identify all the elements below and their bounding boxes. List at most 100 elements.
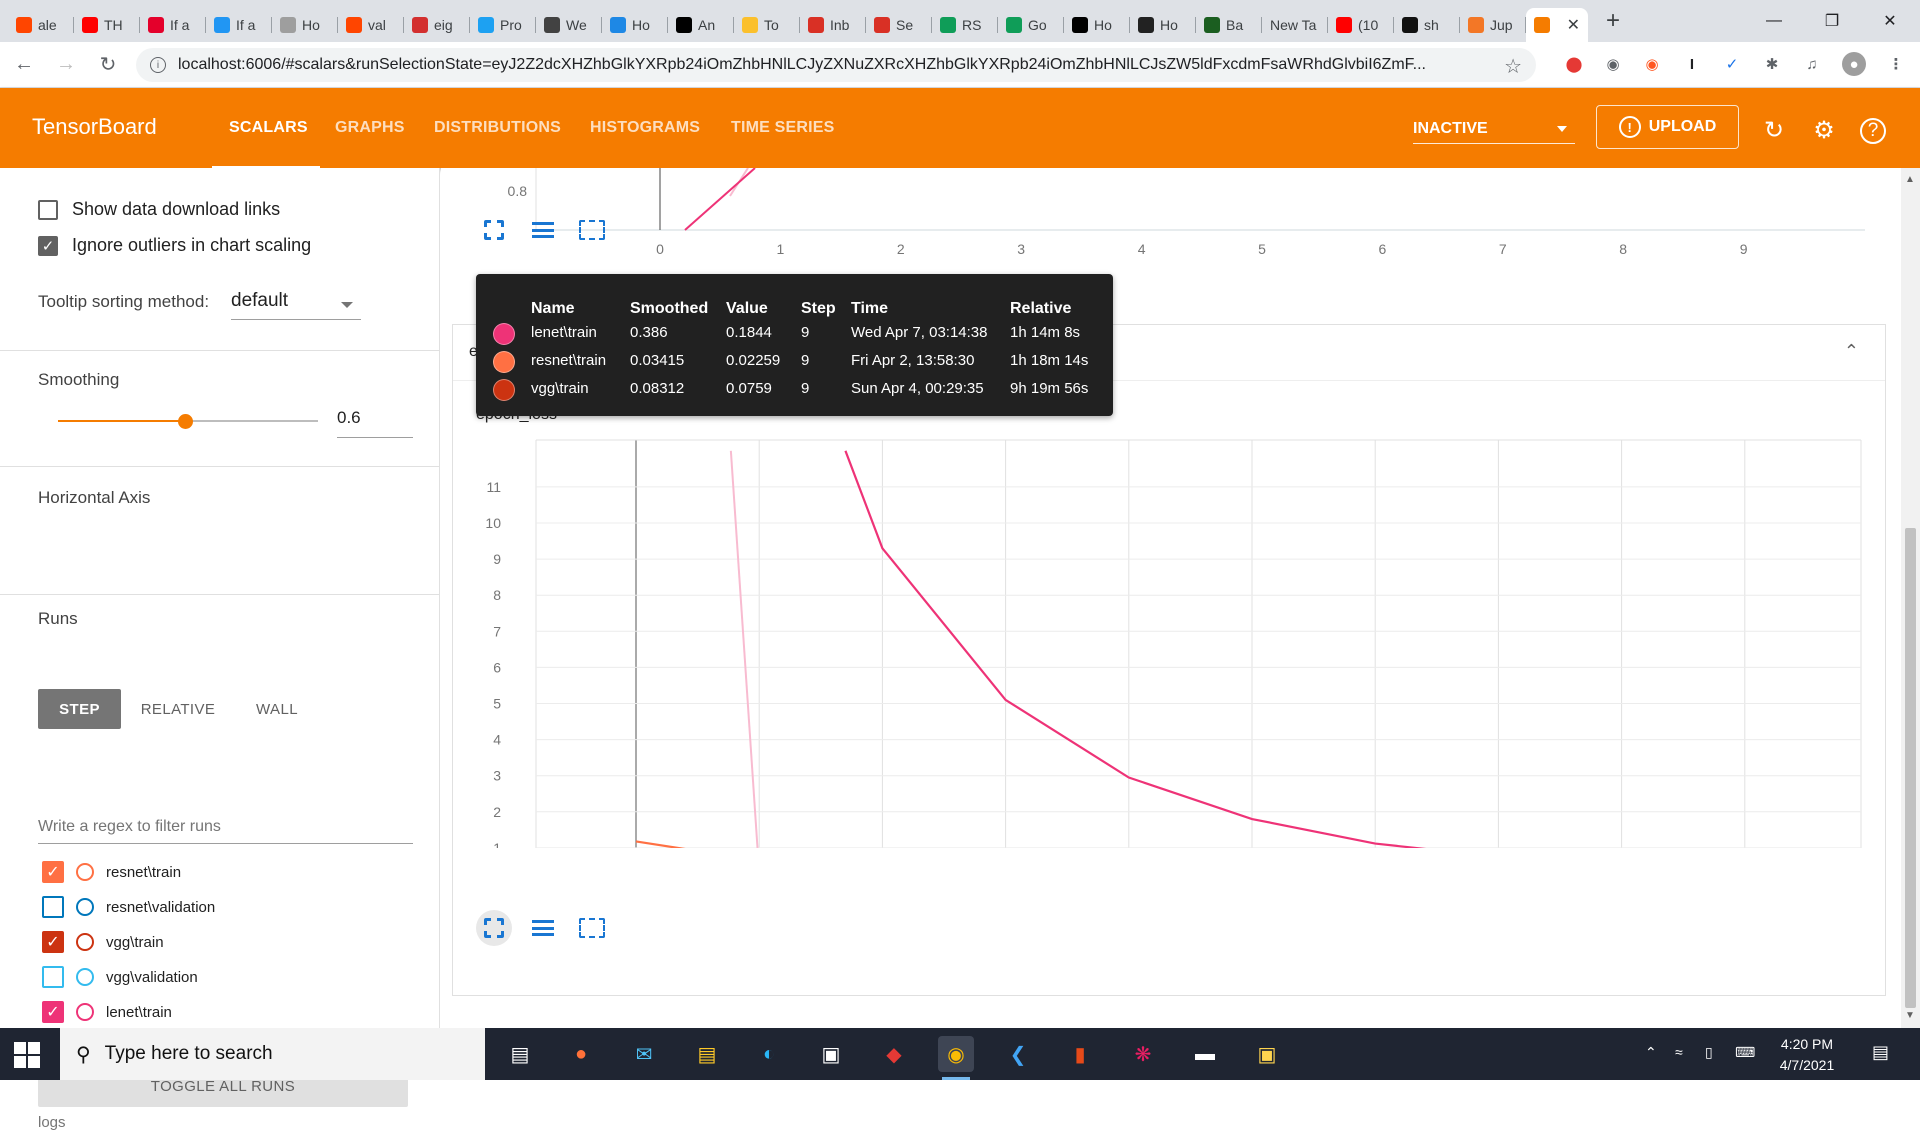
mail-icon[interactable]: ✉: [626, 1036, 662, 1072]
browser-tab[interactable]: To: [734, 8, 800, 42]
reddit-extension-icon[interactable]: ◉: [1640, 52, 1664, 76]
tooltip-sorting-select[interactable]: default: [231, 290, 361, 320]
checker-extension-icon[interactable]: ✓: [1720, 52, 1744, 76]
browser-tab[interactable]: Se: [866, 8, 932, 42]
minimize-icon[interactable]: —: [1745, 0, 1803, 42]
battery-icon[interactable]: ▯: [1705, 1044, 1713, 1061]
grammar-extension-icon[interactable]: ◉: [1601, 52, 1625, 76]
slider-thumb[interactable]: [178, 414, 193, 429]
close-window-icon[interactable]: ✕: [1861, 0, 1919, 42]
edge-icon[interactable]: ◐: [751, 1036, 787, 1072]
browser-tab[interactable]: Go: [998, 8, 1064, 42]
run-item[interactable]: resnet\validation: [42, 893, 215, 921]
run-checkbox[interactable]: [42, 896, 64, 918]
slack-icon[interactable]: ❋: [1125, 1036, 1161, 1072]
browser-tab[interactable]: TH: [74, 8, 140, 42]
upload-button[interactable]: ! UPLOAD: [1596, 105, 1739, 149]
browser-tab[interactable]: ✕: [1526, 8, 1588, 42]
checkbox-unchecked[interactable]: [38, 200, 58, 220]
run-color-swatch[interactable]: [76, 933, 94, 951]
toggle-log-scale-button[interactable]: [525, 910, 561, 946]
tab-histograms[interactable]: HISTOGRAMS: [590, 119, 700, 137]
text-extension-icon[interactable]: I: [1680, 52, 1704, 76]
taskbar-search[interactable]: ⚲ Type here to search: [60, 1028, 485, 1080]
media-control-icon[interactable]: ♫: [1800, 52, 1824, 76]
browser-tab[interactable]: Ho: [1064, 8, 1130, 42]
run-checkbox-checked[interactable]: ✓: [42, 1001, 64, 1023]
scroll-thumb[interactable]: [1905, 528, 1916, 1008]
taskbar-clock[interactable]: 4:20 PM 4/7/2021: [1762, 1034, 1852, 1076]
collapse-chevron-up-icon[interactable]: ⌃: [1844, 341, 1859, 362]
browser-tab[interactable]: val: [338, 8, 404, 42]
tab-graphs[interactable]: GRAPHS: [335, 119, 405, 137]
tray-chevron-up-icon[interactable]: ⌃: [1645, 1044, 1657, 1061]
browser-tab[interactable]: Pro: [470, 8, 536, 42]
adblock-extension-icon[interactable]: ⬤: [1562, 52, 1586, 76]
show-download-links-toggle[interactable]: Show data download links: [38, 199, 280, 220]
browser-tab[interactable]: sh: [1394, 8, 1460, 42]
windows-start-icon[interactable]: [14, 1042, 40, 1068]
url-input[interactable]: i localhost:6006/#scalars&runSelectionSt…: [136, 48, 1536, 82]
browser-tab[interactable]: Jup: [1460, 8, 1526, 42]
office-icon[interactable]: ▮: [1062, 1036, 1098, 1072]
store-icon[interactable]: ▣: [813, 1036, 849, 1072]
axis-wall-button[interactable]: WALL: [240, 689, 314, 729]
tab-distributions[interactable]: DISTRIBUTIONS: [434, 119, 561, 137]
run-item[interactable]: vgg\validation: [42, 963, 198, 991]
browser-tab[interactable]: Ho: [602, 8, 668, 42]
profile-avatar[interactable]: ●: [1842, 52, 1866, 76]
ignore-outliers-toggle[interactable]: ✓ Ignore outliers in chart scaling: [38, 235, 311, 256]
browser-tab[interactable]: eig: [404, 8, 470, 42]
security-app-icon[interactable]: ◆: [876, 1036, 912, 1072]
browser-tab[interactable]: Ba: [1196, 8, 1262, 42]
scroll-down-arrow-icon[interactable]: ▼: [1905, 1010, 1915, 1021]
browser-tab[interactable]: RS: [932, 8, 998, 42]
file-explorer-icon[interactable]: ▤: [689, 1036, 725, 1072]
browser-tab[interactable]: If a: [140, 8, 206, 42]
checkbox-checked-icon[interactable]: ✓: [38, 236, 58, 256]
smoothing-slider[interactable]: [58, 420, 318, 422]
refresh-icon[interactable]: ↻: [1760, 116, 1788, 145]
page-scrollbar[interactable]: ▲ ▼: [1901, 168, 1920, 1028]
close-tab-icon[interactable]: ✕: [1567, 15, 1580, 35]
plugin-select[interactable]: INACTIVE: [1413, 116, 1575, 144]
browser-tab[interactable]: We: [536, 8, 602, 42]
run-color-swatch[interactable]: [76, 1003, 94, 1021]
task-view-icon[interactable]: ▤: [502, 1036, 538, 1072]
fullscreen-button[interactable]: [476, 212, 512, 248]
browser-tab[interactable]: If a: [206, 8, 272, 42]
python-icon[interactable]: ▣: [1249, 1036, 1285, 1072]
reload-icon[interactable]: ↻: [90, 47, 126, 83]
run-item[interactable]: ✓ resnet\train: [42, 858, 181, 886]
run-item[interactable]: ✓ lenet\train: [42, 998, 172, 1026]
wifi-icon[interactable]: ≈: [1675, 1044, 1683, 1060]
smoothing-value-input[interactable]: 0.6: [337, 408, 413, 438]
browser-tab[interactable]: Inb: [800, 8, 866, 42]
back-icon[interactable]: ←: [6, 47, 42, 83]
new-tab-icon[interactable]: +: [1598, 7, 1628, 35]
vscode-icon[interactable]: ❮: [1000, 1036, 1036, 1072]
axis-relative-button[interactable]: RELATIVE: [133, 689, 223, 729]
settings-gear-icon[interactable]: ⚙: [1810, 116, 1838, 145]
run-filter-input[interactable]: Write a regex to filter runs: [38, 806, 413, 844]
axis-step-button[interactable]: STEP: [38, 689, 121, 729]
run-checkbox-checked[interactable]: ✓: [42, 931, 64, 953]
fullscreen-button[interactable]: [476, 910, 512, 946]
chrome-icon[interactable]: ◉: [938, 1036, 974, 1072]
scroll-up-arrow-icon[interactable]: ▲: [1905, 174, 1915, 185]
epoch-loss-chart[interactable]: 012345678910110123456789: [441, 428, 1901, 848]
browser-tab[interactable]: Ho: [1130, 8, 1196, 42]
run-color-swatch[interactable]: [76, 968, 94, 986]
tab-scalars[interactable]: SCALARS: [229, 119, 308, 137]
notifications-icon[interactable]: ▤: [1872, 1042, 1889, 1063]
fit-domain-button[interactable]: [574, 212, 610, 248]
run-color-swatch[interactable]: [76, 898, 94, 916]
browser-menu-icon[interactable]: ⋮: [1884, 52, 1908, 76]
accuracy-chart[interactable]: 0.8 0 1 2 3 4 5 6 7 8 9: [441, 168, 1901, 268]
run-color-swatch[interactable]: [76, 863, 94, 881]
bookmark-star-icon[interactable]: ☆: [1504, 54, 1522, 79]
toggle-log-scale-button[interactable]: [525, 212, 561, 248]
firefox-icon[interactable]: ●: [563, 1036, 599, 1072]
fit-domain-button[interactable]: [574, 910, 610, 946]
browser-tab[interactable]: Ho: [272, 8, 338, 42]
